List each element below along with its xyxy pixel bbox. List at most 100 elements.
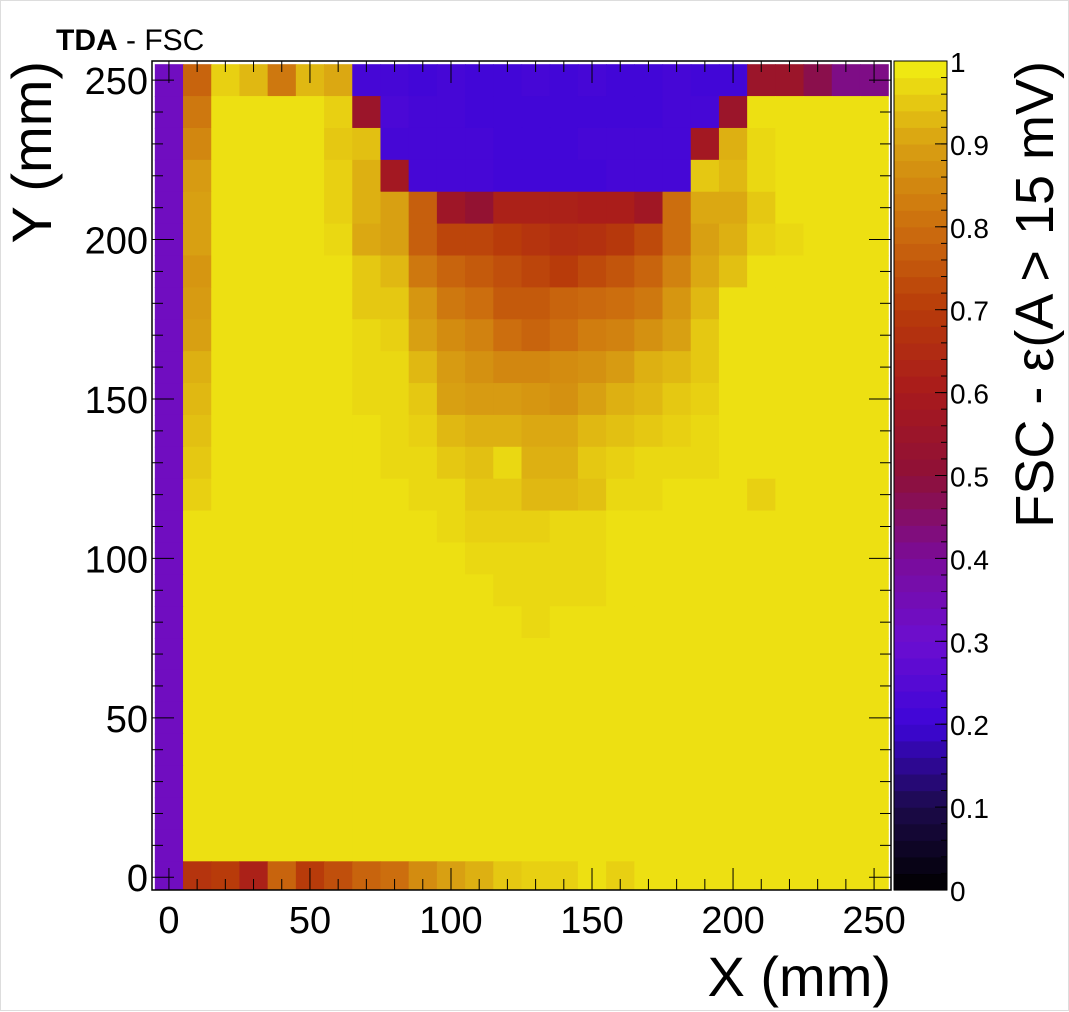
heatmap-cell: [408, 351, 438, 384]
heatmap-cell: [380, 542, 410, 575]
heatmap-cell: [606, 701, 635, 735]
heatmap-cell: [408, 446, 438, 480]
heatmap-cell: [549, 319, 579, 352]
heatmap-cell: [267, 542, 297, 575]
color-bar-tick-label: 0.6: [950, 379, 989, 410]
heatmap-cell: [747, 446, 776, 480]
heatmap-cell: [295, 733, 325, 767]
heatmap-cell: [662, 606, 692, 639]
heatmap-cell: [211, 574, 241, 607]
color-bar-segment: [894, 458, 947, 477]
heatmap-cell: [380, 383, 410, 416]
heatmap-cell: [549, 96, 579, 129]
heatmap-cell: [352, 733, 382, 767]
heatmap-cell: [493, 191, 523, 225]
heatmap-cell: [662, 414, 692, 448]
heatmap-cell: [690, 478, 720, 512]
heatmap-cell: [747, 191, 776, 225]
heatmap-cell: [380, 287, 410, 320]
heatmap-cell: [436, 829, 466, 862]
heatmap-cell: [747, 638, 776, 671]
heatmap-cell: [267, 96, 297, 129]
heatmap-cell: [549, 797, 579, 831]
heatmap-cell: [803, 319, 833, 352]
heatmap-cell: [267, 701, 297, 735]
heatmap-cell: [662, 223, 692, 257]
heatmap-cell: [690, 446, 720, 480]
heatmap-cell: [183, 733, 212, 767]
heatmap-cell: [831, 701, 861, 735]
heatmap-cell: [183, 319, 212, 352]
heatmap-cell: [408, 701, 438, 735]
heatmap-cell: [521, 669, 551, 703]
heatmap-cell: [465, 255, 494, 288]
heatmap-cell: [267, 606, 297, 639]
heatmap-cell: [634, 255, 664, 288]
heatmap-cell: [380, 223, 410, 257]
heatmap-cell: [352, 414, 382, 448]
heatmap-cell: [634, 542, 664, 575]
heatmap-cell: [831, 159, 861, 193]
heatmap-cell: [352, 478, 382, 512]
heatmap-cell: [295, 287, 325, 320]
heatmap-cell: [775, 701, 805, 735]
color-bar-segment: [894, 558, 947, 576]
heatmap-cell: [239, 606, 269, 639]
heatmap-cell: [577, 542, 607, 575]
heatmap-cell: [775, 351, 805, 384]
color-bar-segment: [894, 259, 947, 278]
heatmap-cell: [295, 159, 325, 193]
heatmap-cell: [662, 542, 692, 575]
heatmap-cell: [267, 669, 297, 703]
heatmap-cell: [747, 701, 776, 735]
color-bar-tick-label: 1: [950, 47, 966, 78]
heatmap-cell: [521, 606, 551, 639]
heatmap-cell: [803, 383, 833, 416]
heatmap-cell: [211, 478, 241, 512]
heatmap-cell: [662, 478, 692, 512]
heatmap-cell: [690, 287, 720, 320]
heatmap-cell: [606, 383, 635, 416]
color-bar-segment: [894, 724, 947, 742]
heatmap-cell: [380, 669, 410, 703]
heatmap-cell: [324, 606, 353, 639]
heatmap-cell: [521, 414, 551, 448]
heatmap-cell: [465, 542, 494, 575]
heatmap-cell: [183, 797, 212, 831]
heatmap-cell: [436, 606, 466, 639]
heatmap-cell: [718, 255, 748, 288]
heatmap-cell: [577, 191, 607, 225]
heatmap-cell: [493, 255, 523, 288]
heatmap-cell: [549, 446, 579, 480]
heatmap-cell: [606, 478, 635, 512]
y-tick-label: 0: [127, 858, 148, 900]
heatmap-cell: [352, 542, 382, 575]
heatmap-cell: [267, 829, 297, 862]
heatmap-cell: [380, 638, 410, 671]
color-bar-segment: [894, 873, 947, 891]
heatmap-cell: [690, 255, 720, 288]
heatmap-cell: [267, 478, 297, 512]
heatmap-cell: [747, 765, 776, 799]
heatmap-cell: [718, 829, 748, 862]
heatmap-cell: [606, 414, 635, 448]
plot-frame: [151, 60, 892, 891]
y-tick-label: 250: [85, 61, 148, 103]
heatmap-cell: [831, 351, 861, 384]
heatmap-cell: [380, 574, 410, 607]
heatmap-cell: [493, 638, 523, 671]
heatmap-cell: [831, 414, 861, 448]
heatmap-cell: [747, 319, 776, 352]
heatmap-cell: [493, 127, 523, 161]
heatmap-cell: [606, 669, 635, 703]
heatmap-cell: [324, 96, 353, 129]
heatmap-cell: [662, 159, 692, 193]
heatmap-cell: [267, 223, 297, 257]
heatmap-cell: [493, 159, 523, 193]
heatmap-cell: [295, 574, 325, 607]
heatmap-cell: [352, 191, 382, 225]
heatmap-cell: [267, 414, 297, 448]
heatmap-cell: [662, 765, 692, 799]
heatmap-cell: [803, 510, 833, 544]
